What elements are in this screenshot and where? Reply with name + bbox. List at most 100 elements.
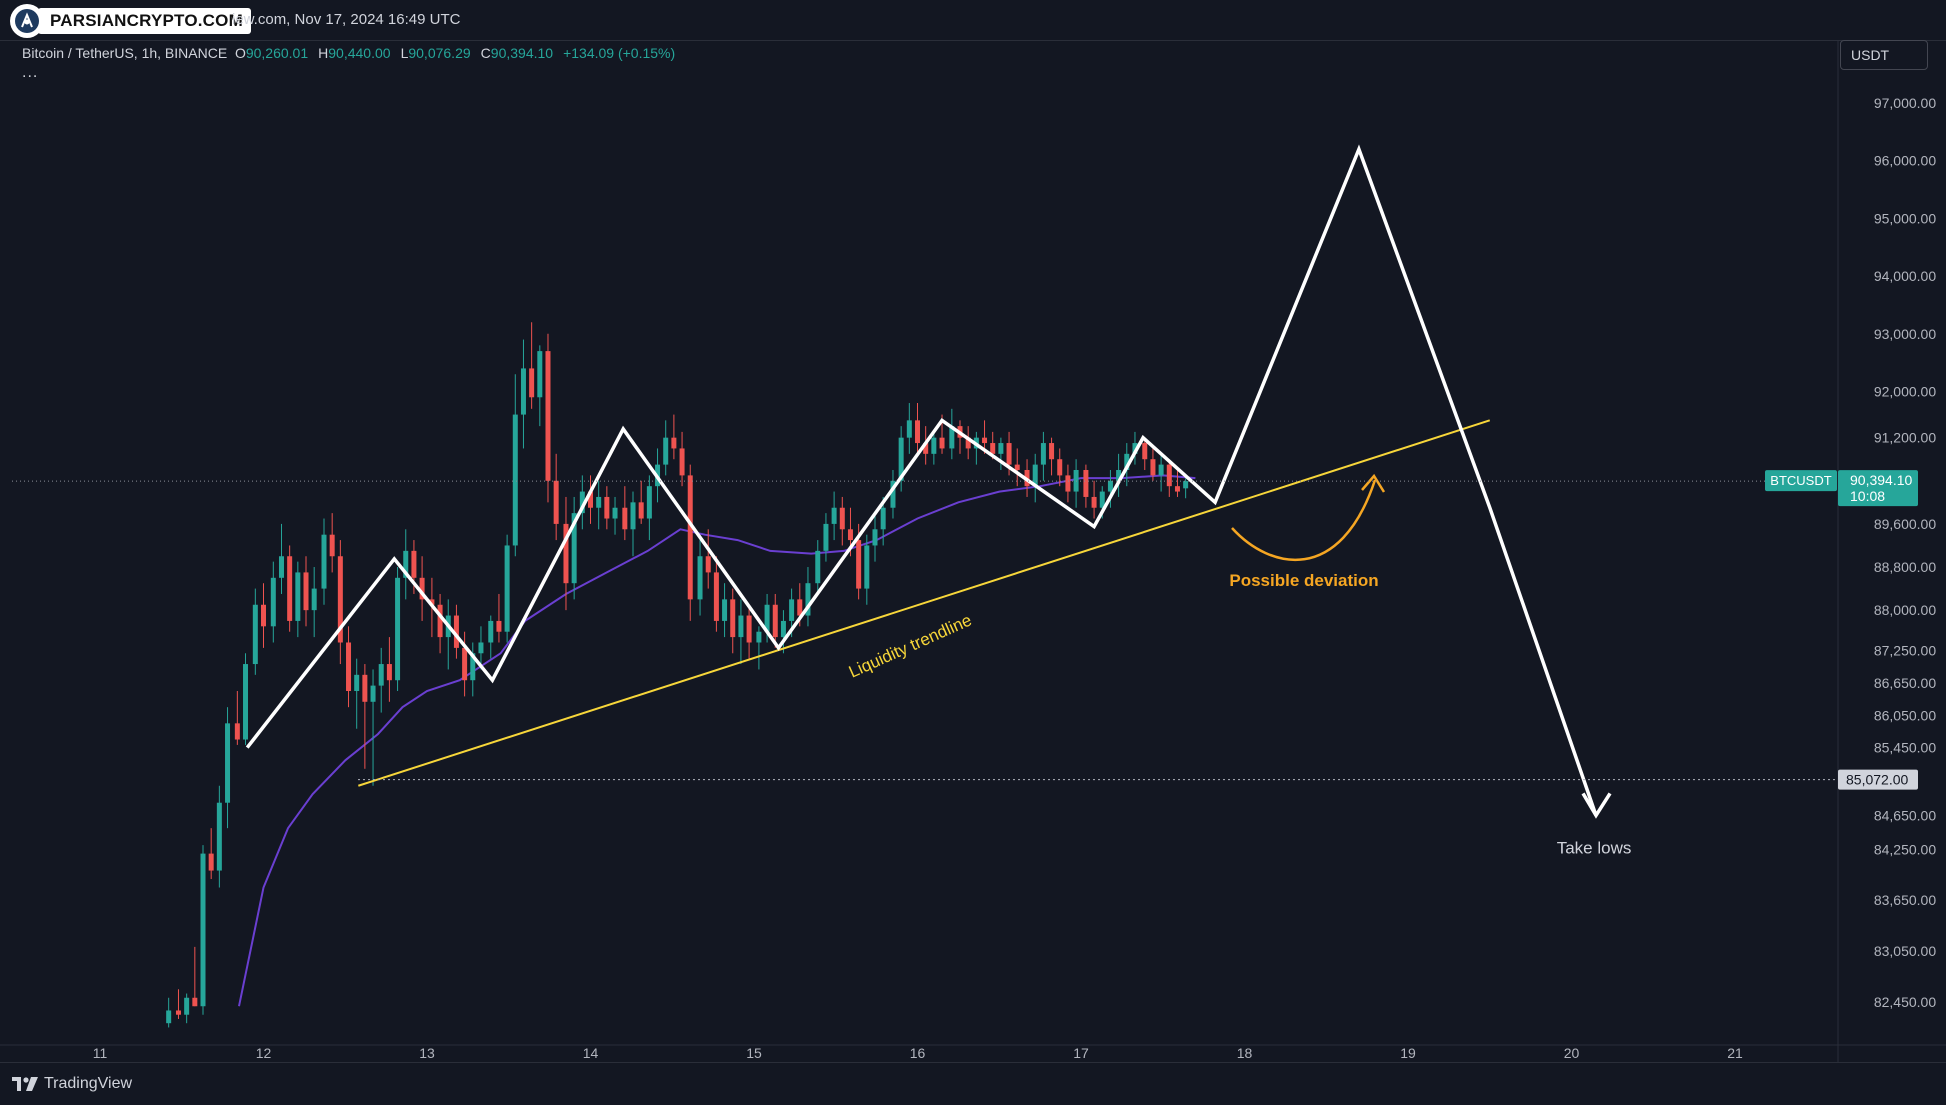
- symbol-legend: Bitcoin / TetherUS, 1h, BINANCE O90,260.…: [22, 45, 675, 61]
- candle-body: [1006, 443, 1012, 465]
- candle-body: [192, 997, 198, 1007]
- candle-body: [831, 507, 837, 524]
- candle-body: [1166, 464, 1172, 487]
- candle-body: [856, 540, 862, 589]
- symbol-title[interactable]: Bitcoin / TetherUS, 1h, BINANCE: [22, 45, 228, 61]
- candle-body: [1014, 464, 1020, 471]
- candle-body: [1065, 475, 1071, 492]
- candle-body: [756, 631, 762, 643]
- candle-body: [311, 588, 317, 611]
- open-label: O: [234, 45, 246, 61]
- tradingview-logo-icon: [12, 1077, 38, 1091]
- candle-body: [295, 572, 301, 621]
- candle-body: [1132, 443, 1138, 454]
- candle-body: [321, 534, 327, 589]
- candle-body: [622, 507, 628, 530]
- candle-body: [663, 437, 669, 465]
- candle-body: [571, 513, 577, 584]
- close-value: 90,394.10: [490, 45, 554, 61]
- candle-body: [411, 550, 417, 578]
- candle-body: [278, 556, 284, 578]
- candle-body: [746, 615, 752, 643]
- candle-body: [1142, 443, 1148, 460]
- candle-body: [906, 420, 912, 438]
- candle-body: [462, 647, 468, 681]
- candle-body: [252, 604, 258, 665]
- candle-body: [612, 507, 618, 519]
- candles-layer: [166, 322, 1189, 1028]
- candle-body: [780, 620, 786, 638]
- candle-body: [453, 615, 459, 648]
- open-value: 90,260.01: [245, 45, 309, 61]
- candle-body: [184, 997, 190, 1015]
- candle-body: [588, 491, 593, 508]
- candle-body: [890, 480, 896, 508]
- high-label: H: [318, 45, 329, 61]
- candle-body: [287, 556, 293, 621]
- candle-body: [646, 486, 652, 519]
- candle-body: [1107, 480, 1113, 492]
- candle-body: [898, 437, 904, 481]
- bottom-bar: TradingView: [0, 1062, 1946, 1105]
- candle-body: [470, 653, 476, 681]
- candle-body: [1174, 486, 1180, 492]
- price-tick-label: 88,800.00: [1874, 559, 1936, 575]
- candle-body: [949, 426, 955, 449]
- candle-body: [553, 480, 559, 524]
- time-tick-label: 18: [1237, 1045, 1253, 1061]
- time-tick-label: 12: [256, 1045, 272, 1061]
- tradingview-brand[interactable]: TradingView: [12, 1075, 132, 1093]
- candle-body: [370, 685, 376, 702]
- currency-button[interactable]: USDT: [1840, 40, 1928, 70]
- price-tick-label: 84,250.00: [1874, 841, 1936, 857]
- candle-body: [839, 507, 845, 530]
- candle-body: [604, 496, 610, 519]
- candle-body: [679, 448, 685, 476]
- candle-body: [1158, 464, 1164, 476]
- candle-body: [329, 534, 335, 557]
- candle-body: [738, 615, 744, 638]
- price-tick-label: 86,050.00: [1874, 707, 1936, 723]
- snapshot-info: iew.com, Nov 17, 2024 16:49 UTC: [232, 11, 461, 28]
- more-options-button[interactable]: ...: [22, 64, 39, 81]
- candle-body: [496, 620, 502, 632]
- grid-lines: [0, 40, 1946, 1062]
- logo-emblem-icon: [10, 4, 44, 38]
- candle-body: [234, 723, 240, 740]
- take-lows-label: Take lows: [1557, 838, 1632, 857]
- candle-body: [789, 599, 795, 621]
- candle-body: [965, 437, 971, 449]
- candle-body: [805, 583, 811, 616]
- candle-body: [488, 620, 494, 643]
- candle-body: [303, 572, 309, 611]
- candle-body: [1049, 443, 1055, 460]
- price-tick-label: 87,250.00: [1874, 643, 1936, 659]
- moving-average-layer: [238, 474, 1196, 1007]
- candle-body: [939, 437, 945, 449]
- candle-body: [1116, 470, 1122, 481]
- candle-body: [880, 507, 886, 530]
- candle-body: [419, 577, 425, 600]
- price-tick-label: 83,050.00: [1874, 943, 1936, 959]
- candle-body: [713, 572, 719, 621]
- deviation-arrowhead: [1361, 473, 1386, 493]
- plot-area: [12, 40, 1836, 1045]
- candle-body: [429, 599, 435, 605]
- candle-body: [697, 556, 703, 600]
- candle-body: [923, 443, 929, 454]
- candle-body: [261, 604, 266, 627]
- candle-body: [931, 437, 937, 454]
- candle-body: [1091, 496, 1097, 508]
- price-tick-label: 94,000.00: [1874, 268, 1936, 284]
- candle-body: [1099, 491, 1105, 508]
- low-label: L: [400, 45, 409, 61]
- candle-body: [216, 802, 222, 871]
- candle-body: [1150, 459, 1156, 476]
- candle-body: [630, 502, 636, 530]
- candle-body: [537, 351, 543, 398]
- time-tick-label: 13: [419, 1045, 435, 1061]
- candle-body: [705, 556, 711, 573]
- candle-body: [990, 443, 996, 454]
